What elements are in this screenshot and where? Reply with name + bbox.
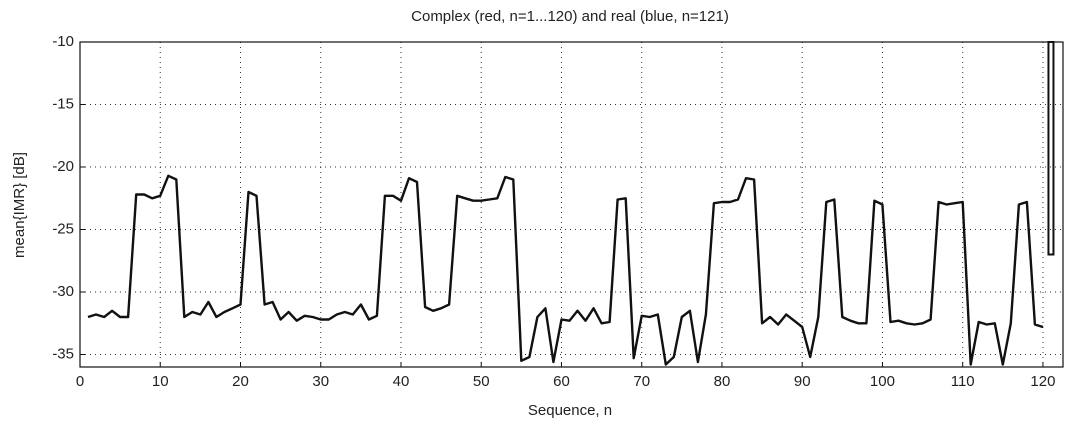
x-tick-label: 60 bbox=[553, 373, 570, 390]
x-axis-label: Sequence, n bbox=[528, 402, 612, 419]
x-tick-label: 70 bbox=[633, 373, 650, 390]
y-tick-label: -30 bbox=[52, 283, 74, 300]
bar bbox=[1047, 41, 1055, 256]
chart-title: Complex (red, n=1...120) and real (blue,… bbox=[411, 8, 729, 25]
y-axis-label: mean{IMR} [dB] bbox=[11, 152, 28, 258]
x-tick-label: 0 bbox=[76, 373, 84, 390]
y-tick-label: -35 bbox=[52, 345, 74, 362]
x-tick-label: 40 bbox=[393, 373, 410, 390]
x-tick-label: 50 bbox=[473, 373, 490, 390]
x-tick-label: 90 bbox=[794, 373, 811, 390]
x-tick-label: 10 bbox=[152, 373, 169, 390]
y-tick-label: -10 bbox=[52, 33, 74, 50]
x-tick-label: 30 bbox=[312, 373, 329, 390]
y-tick-label: -25 bbox=[52, 220, 74, 237]
y-tick-label: -20 bbox=[52, 158, 74, 175]
x-tick-label: 80 bbox=[714, 373, 731, 390]
plot-frame bbox=[79, 41, 1064, 368]
x-tick-label: 100 bbox=[870, 373, 895, 390]
x-tick-label: 120 bbox=[1030, 373, 1055, 390]
x-tick-label: 20 bbox=[232, 373, 249, 390]
x-tick-label: 110 bbox=[951, 373, 975, 390]
data-line bbox=[87, 174, 1044, 366]
y-tick-label: -15 bbox=[52, 95, 74, 112]
